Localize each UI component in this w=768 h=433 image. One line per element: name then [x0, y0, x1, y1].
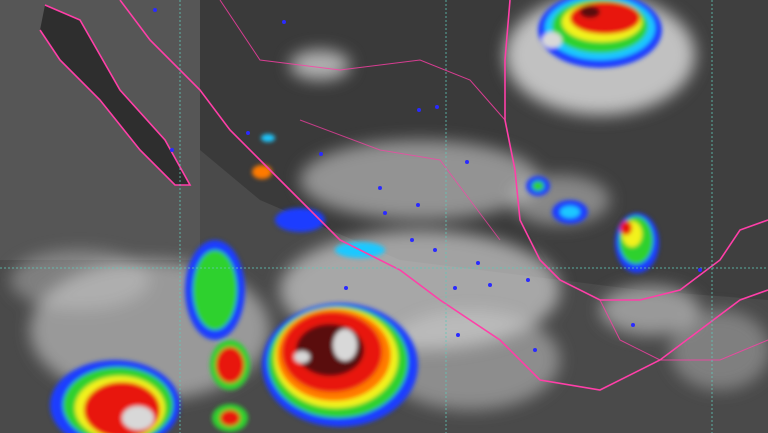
storm-gulf-small: [526, 176, 588, 224]
storm-pacific-band: [185, 134, 385, 432]
city-markers: [153, 8, 702, 352]
storm-pacific-main: [262, 303, 418, 427]
pacific-ocean: [0, 0, 200, 260]
storm-gulf-north: [538, 0, 662, 68]
storm-pacific-southwest: [50, 360, 180, 433]
coastlines-and-borders: [39, 0, 768, 391]
baja-california: [40, 5, 190, 185]
storm-gulf-east: [615, 213, 659, 273]
